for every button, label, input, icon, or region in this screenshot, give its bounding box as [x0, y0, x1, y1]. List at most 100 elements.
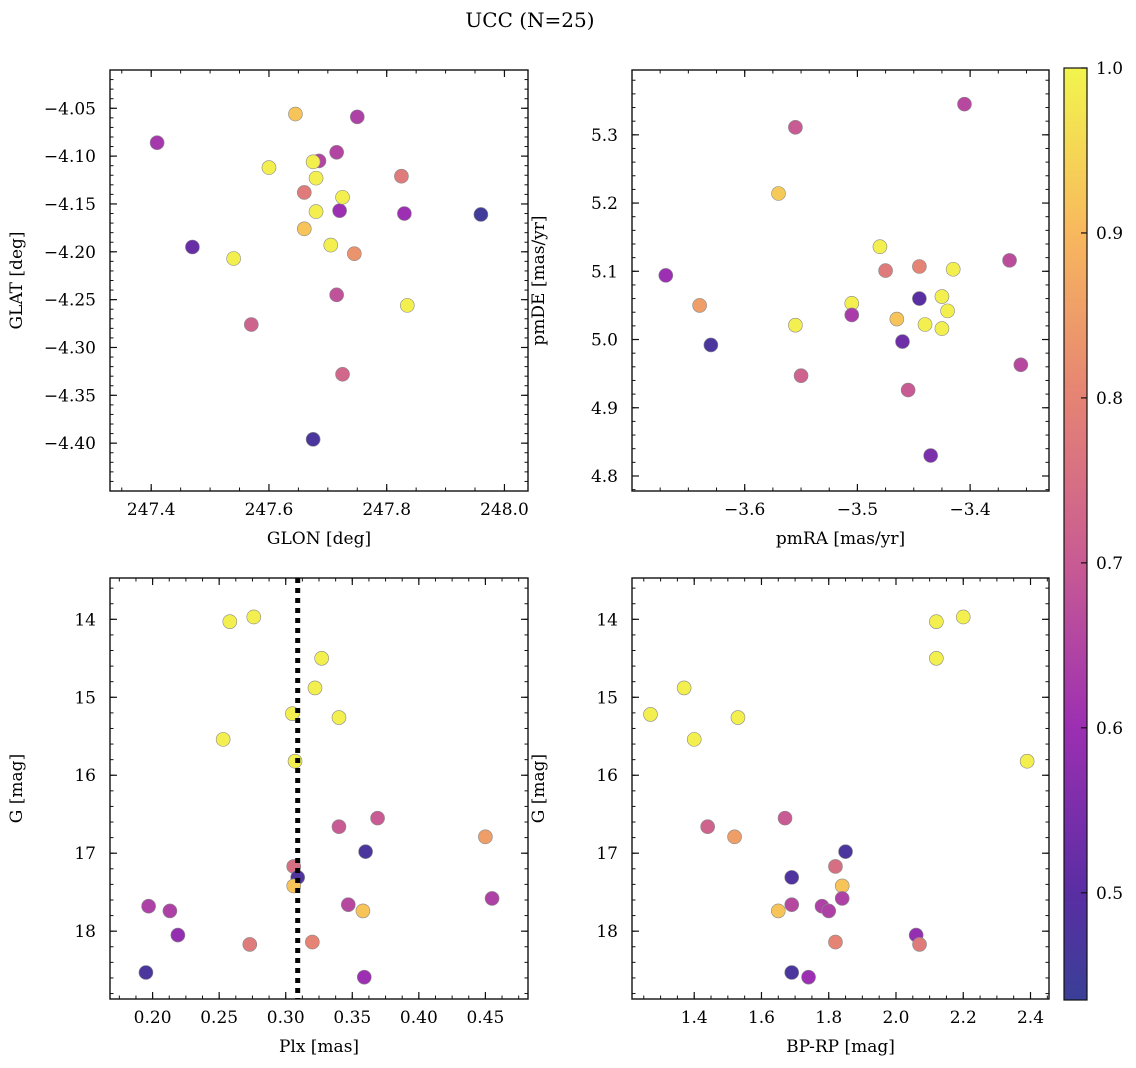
data-point: [771, 186, 786, 201]
y-tick-label: −4.10: [44, 147, 96, 167]
data-point: [484, 891, 500, 906]
data-point: [261, 160, 277, 175]
data-point: [643, 707, 658, 722]
y-tick-label: 18: [74, 922, 96, 942]
data-point: [335, 189, 350, 205]
data-point: [1013, 357, 1029, 373]
data-point: [243, 317, 259, 332]
y-axis-label: pmDE [mas/yr]: [529, 215, 549, 345]
x-tick-label: 0.35: [333, 1008, 371, 1028]
data-point: [878, 263, 893, 278]
data-point: [788, 317, 803, 333]
x-axis-label: BP-RP [mag]: [786, 1037, 895, 1057]
points: [643, 609, 1035, 985]
data-point: [370, 810, 385, 826]
data-point: [287, 753, 303, 769]
panel-4: 1.4 1.6 1.8 2.0 2.2 2.4 14 15 16 17 18 BP-RP [mag] G…: [529, 577, 1050, 1057]
data-point: [215, 732, 231, 747]
figure-title: UCC (N=25): [465, 8, 594, 32]
points: [138, 609, 500, 985]
axes-frame: [631, 577, 1050, 1000]
panel-3: 0.20 0.25 0.30 0.35 0.40 0.45 14 15 16 17 18 Plx [m…: [7, 577, 529, 1057]
x-tick-label: 247.4: [127, 500, 176, 520]
colorbar-tick-label: 0.7: [1096, 554, 1123, 574]
colorbar: 0.5 0.6 0.7 0.8 0.9 1.0: [1063, 59, 1123, 1001]
data-point: [226, 251, 241, 266]
data-point: [400, 298, 415, 313]
data-point: [355, 903, 371, 919]
panel-2: −3.6 −3.5 −3.4 4.8 4.9 5.0 5.1 5.2 5.3 pmRA [mas/…: [529, 69, 1050, 549]
x-tick-label: 2.0: [882, 1008, 909, 1028]
data-point: [394, 168, 409, 184]
data-point: [676, 680, 692, 696]
data-point: [788, 120, 803, 135]
colorbar-tick-label: 0.9: [1096, 224, 1123, 244]
data-point: [356, 969, 372, 985]
y-tick-label: −4.25: [44, 291, 96, 311]
data-point: [686, 732, 702, 747]
data-point: [347, 246, 362, 262]
x-tick-label: 0.30: [267, 1008, 305, 1028]
colorbar-tick-label: 0.5: [1096, 884, 1123, 904]
y-tick-label: −4.30: [44, 338, 96, 358]
data-point: [844, 307, 860, 323]
y-tick-label: 16: [596, 766, 618, 786]
y-tick-label: 18: [596, 922, 618, 942]
panel-1: 247.4 247.6 247.8 248.0 −4.05 −4.10 −4.15 −4.20…: [7, 69, 529, 549]
data-point: [834, 891, 850, 906]
x-tick-label: −3.5: [837, 500, 878, 520]
y-tick-label: 5.1: [591, 262, 618, 282]
axes-frame: [631, 69, 1050, 492]
scatter-panels: 247.4 247.6 247.8 248.0 −4.05 −4.10 −4.15 −4.20…: [7, 69, 1050, 1057]
data-point: [397, 206, 412, 221]
data-point: [331, 819, 347, 835]
data-point: [793, 368, 809, 383]
x-tick-label: 0.40: [400, 1008, 438, 1028]
y-axis-label: G [mag]: [529, 754, 549, 823]
data-point: [307, 680, 323, 696]
data-point: [329, 144, 344, 160]
data-point: [912, 937, 927, 952]
data-point: [246, 609, 262, 625]
data-point: [305, 432, 321, 447]
x-tick-label: 247.8: [362, 500, 411, 520]
data-point: [340, 897, 356, 912]
data-point: [955, 609, 971, 625]
data-point: [242, 937, 258, 952]
data-point: [838, 844, 853, 859]
data-point: [305, 934, 320, 950]
y-tick-label: 17: [74, 844, 96, 864]
data-point: [473, 207, 489, 222]
data-point: [929, 614, 944, 629]
data-point: [331, 710, 347, 725]
y-tick-label: 14: [596, 610, 618, 630]
y-tick-label: 14: [74, 610, 96, 630]
data-point: [872, 239, 888, 255]
x-tick-label: 2.4: [1017, 1008, 1044, 1028]
x-tick-label: −3.4: [949, 500, 990, 520]
data-point: [332, 203, 347, 218]
data-point: [1019, 753, 1035, 769]
data-point: [923, 448, 938, 463]
y-tick-label: 5.2: [591, 194, 618, 214]
data-point: [895, 334, 910, 349]
data-point: [692, 298, 707, 313]
y-tick-label: −4.35: [44, 386, 96, 406]
data-point: [912, 259, 927, 274]
data-point: [308, 204, 324, 219]
y-tick-label: 4.8: [591, 467, 618, 487]
x-axis-label: Plx [mas]: [279, 1037, 359, 1057]
x-tick-label: 0.45: [466, 1008, 504, 1028]
data-point: [801, 969, 816, 985]
x-tick-label: −3.6: [724, 500, 765, 520]
colorbar-tick-label: 1.0: [1096, 59, 1123, 79]
y-tick-label: 5.3: [591, 126, 618, 146]
data-point: [141, 898, 156, 914]
data-point: [770, 903, 786, 919]
x-axis-label: GLON [deg]: [267, 529, 371, 549]
y-axis-label: G [mag]: [7, 754, 27, 823]
data-point: [288, 106, 303, 122]
data-point: [777, 810, 793, 826]
data-point: [149, 135, 165, 151]
